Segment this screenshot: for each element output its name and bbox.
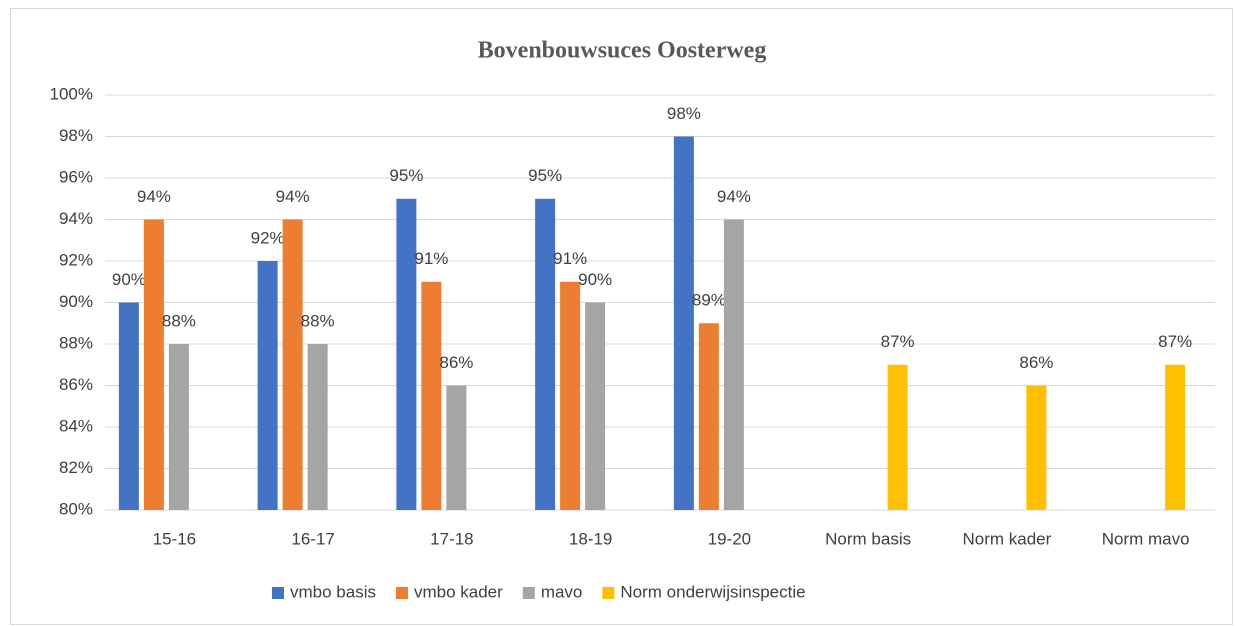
bar: [1165, 364, 1186, 510]
legend-swatch: [395, 587, 408, 599]
data-label: 94%: [717, 187, 751, 206]
chart-title: Bovenbouwsuces Oosterweg: [478, 38, 767, 64]
bar: [723, 219, 744, 510]
bar: [143, 219, 164, 510]
bar: [560, 281, 581, 510]
data-label: 90%: [112, 270, 146, 289]
x-tick-label: 16-17: [291, 529, 334, 548]
y-tick-label: 100%: [50, 84, 93, 103]
bar: [535, 198, 556, 510]
bar: [396, 198, 417, 510]
bar: [887, 364, 908, 510]
legend-label: vmbo basis: [290, 582, 376, 601]
bar: [168, 344, 189, 510]
x-tick-label: Norm mavo: [1102, 529, 1190, 548]
data-label: 89%: [692, 291, 726, 310]
data-label: 86%: [439, 353, 473, 372]
bar: [585, 302, 606, 510]
x-tick-label: 15-16: [153, 529, 196, 548]
data-label: 95%: [528, 166, 562, 185]
data-label: 94%: [276, 187, 310, 206]
legend-swatch: [602, 587, 615, 599]
data-label: 94%: [137, 187, 171, 206]
x-tick-label: 18-19: [569, 529, 612, 548]
data-label: 98%: [667, 104, 701, 123]
y-tick-label: 86%: [59, 375, 93, 394]
bar: [282, 219, 303, 510]
data-label: 90%: [578, 270, 612, 289]
data-label: 92%: [251, 228, 285, 247]
data-label: 86%: [1019, 353, 1053, 372]
legend-label: Norm onderwijsinspectie: [620, 582, 805, 601]
bar: [421, 281, 442, 510]
y-tick-label: 94%: [59, 209, 93, 228]
legend-label: vmbo kader: [414, 582, 503, 601]
data-label: 87%: [881, 332, 915, 351]
y-tick-label: 96%: [59, 167, 93, 186]
bar: [307, 344, 328, 510]
y-tick-label: 90%: [59, 292, 93, 311]
y-tick-label: 84%: [59, 416, 93, 435]
data-label: 91%: [414, 249, 448, 268]
bar: [446, 385, 467, 510]
bar: [257, 261, 278, 510]
bar: [698, 323, 719, 510]
legend-swatch: [522, 587, 535, 599]
x-tick-label: 17-18: [430, 529, 473, 548]
y-tick-label: 98%: [59, 126, 93, 145]
data-label: 91%: [553, 249, 587, 268]
data-label: 88%: [162, 311, 196, 330]
y-tick-label: 88%: [59, 333, 93, 352]
legend-swatch: [272, 587, 284, 599]
bar: [1026, 385, 1047, 510]
y-tick-label: 82%: [59, 458, 93, 477]
x-tick-label: Norm kader: [962, 529, 1051, 548]
y-tick-label: 92%: [59, 250, 93, 269]
legend-label: mavo: [541, 582, 583, 601]
x-tick-label: Norm basis: [825, 529, 911, 548]
x-tick-label: 19-20: [708, 529, 751, 548]
bar: [118, 302, 139, 510]
data-label: 87%: [1158, 332, 1192, 351]
chart-frame: [10, 8, 1233, 625]
data-label: 95%: [389, 166, 423, 185]
data-label: 88%: [301, 311, 335, 330]
y-tick-label: 80%: [59, 499, 93, 518]
bar: [673, 136, 694, 510]
